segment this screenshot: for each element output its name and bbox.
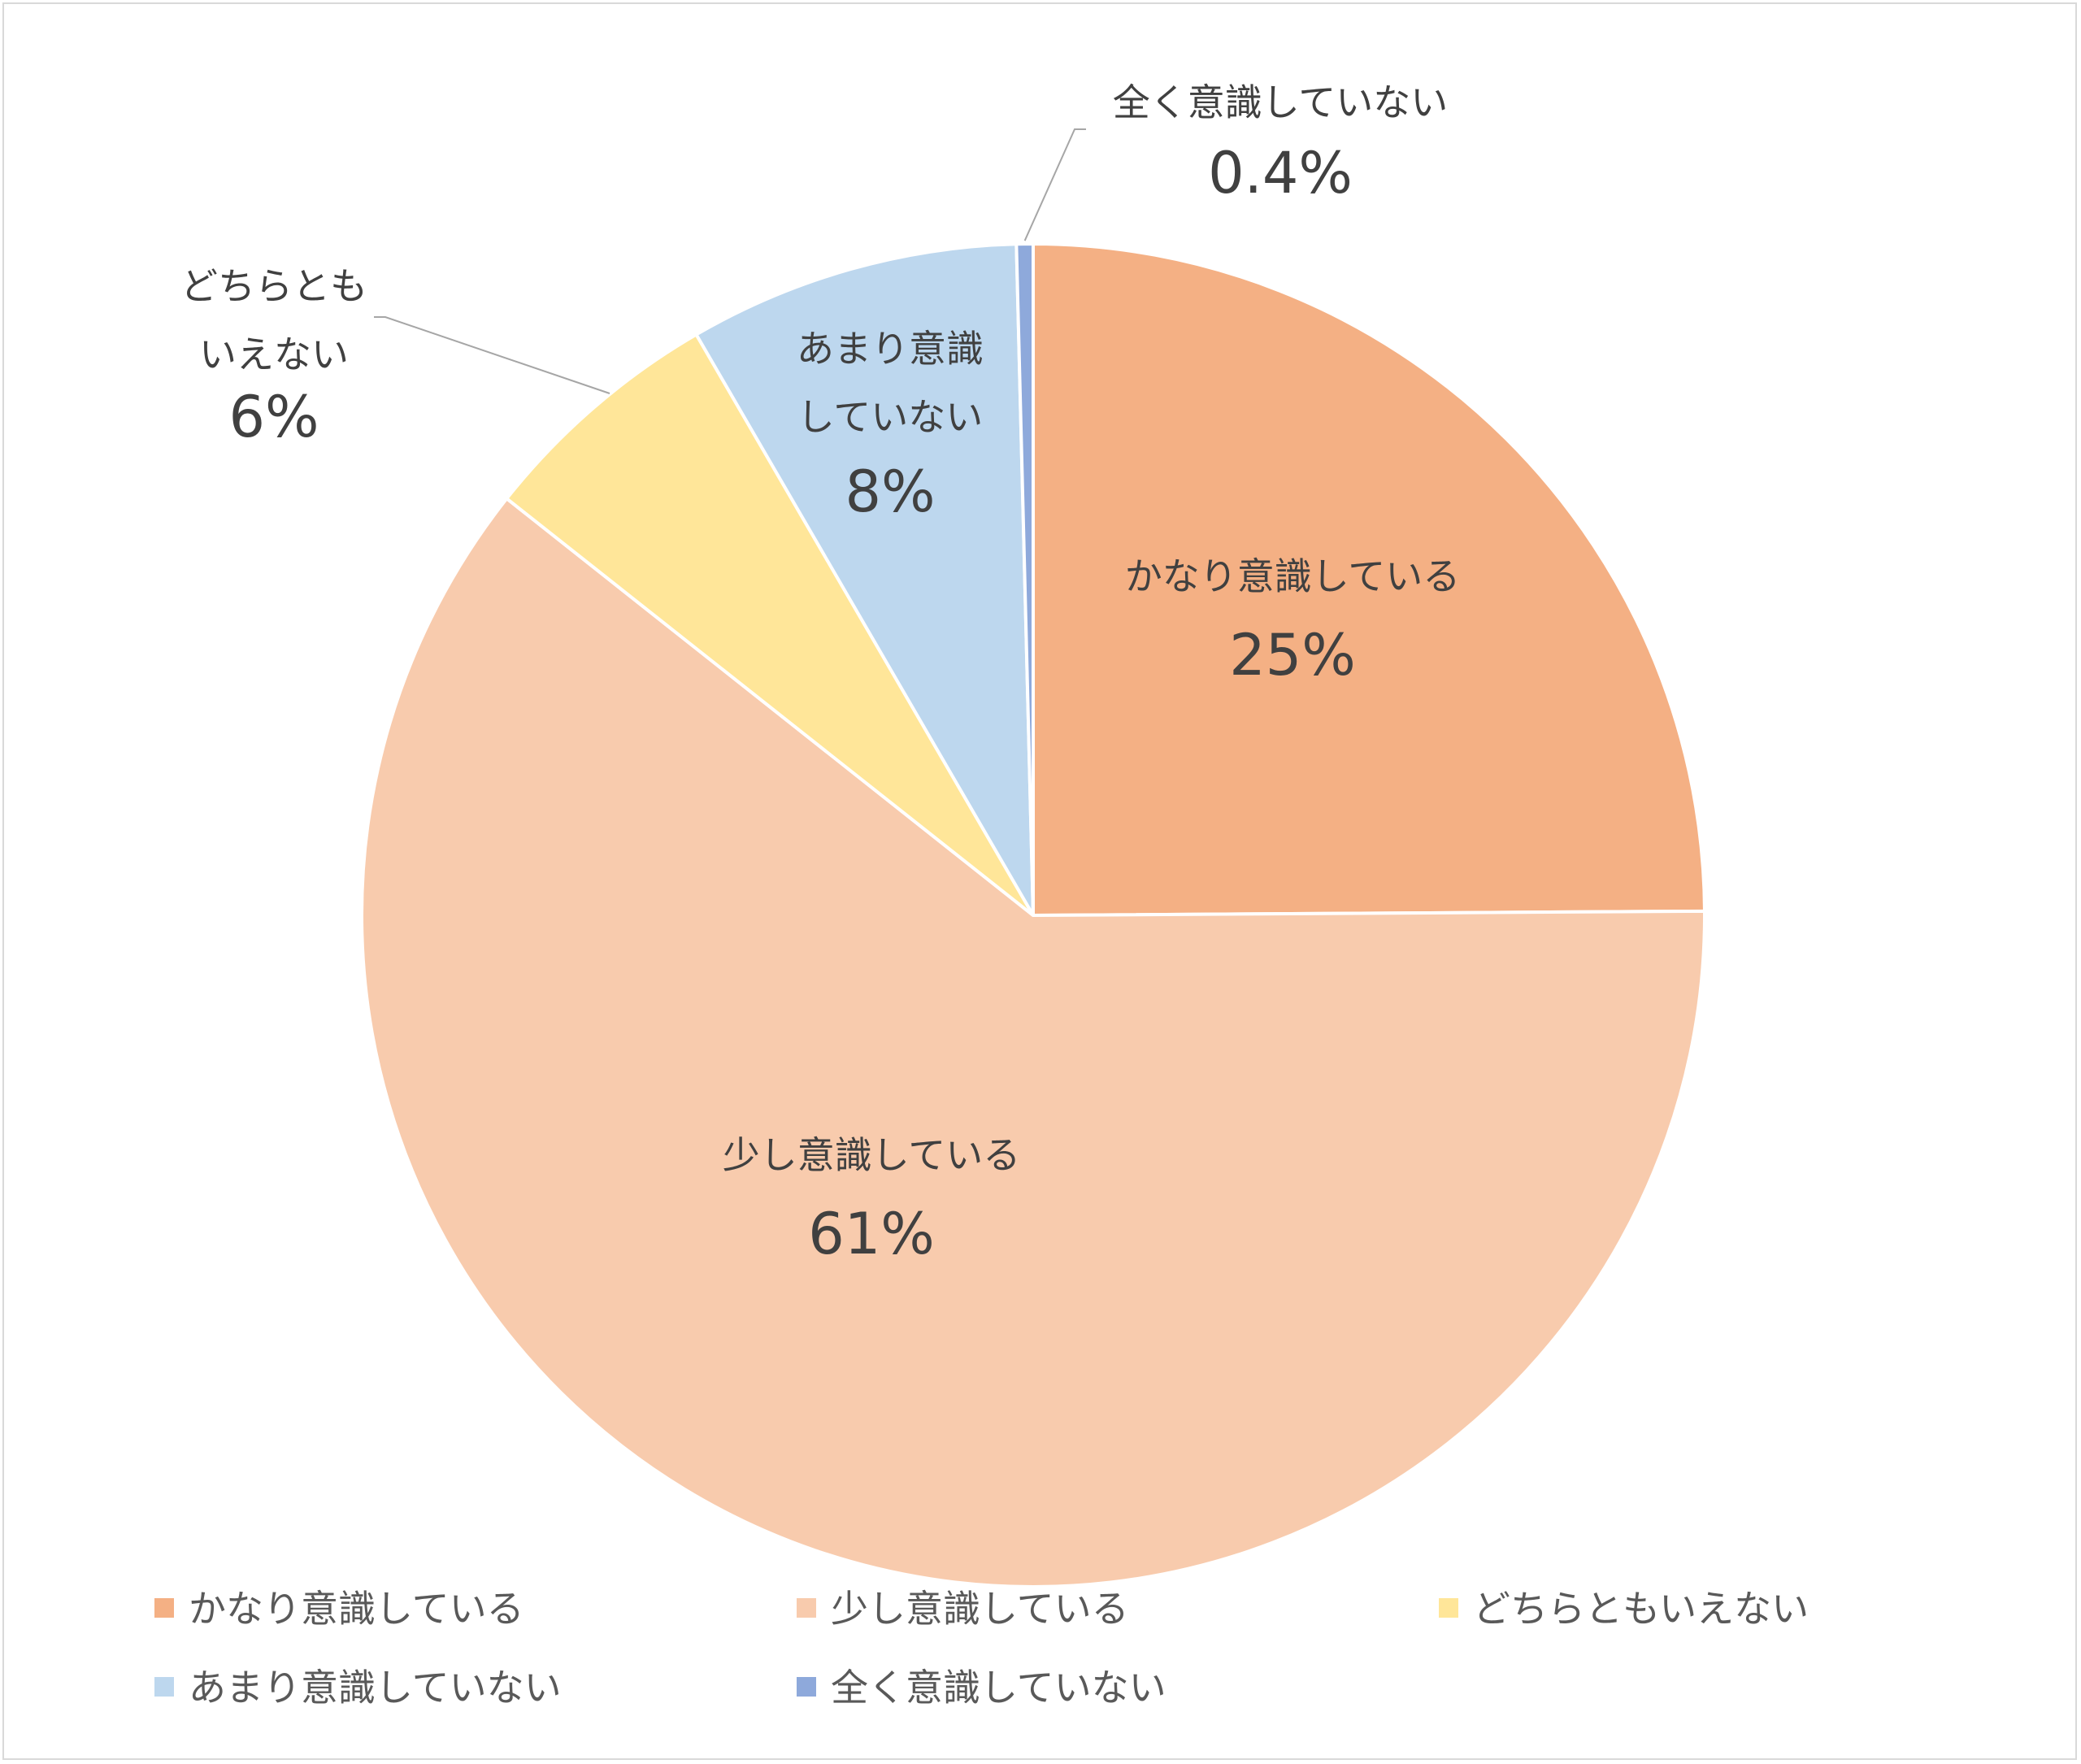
legend-swatch (797, 1677, 816, 1697)
legend-item-2: どちらともいえない (1439, 1587, 1809, 1631)
data-label-category: どちらとも (180, 264, 367, 308)
legend-swatch (1439, 1598, 1458, 1618)
data-label-4: 全く意識していない 0.4% (1113, 80, 1449, 206)
data-label-0: かなり意識している 25% (1125, 554, 1461, 689)
leader-line-2 (374, 316, 610, 394)
data-label-category: かなり意識している (1125, 554, 1461, 598)
legend-item-0: かなり意識している (154, 1587, 524, 1631)
data-label-value: 61% (808, 1201, 935, 1267)
pie-slice-2 (504, 332, 1035, 917)
leader-line-4 (1023, 128, 1086, 241)
legend-swatch (154, 1677, 174, 1697)
legend-item-1: 少し意識している (797, 1587, 1129, 1631)
leader-lines (374, 128, 1086, 394)
data-labels: かなり意識している 25% 少し意識している 61% どちらともいえない 6% あまり意識し… (180, 80, 1460, 1267)
legend-label: あまり意識していない (189, 1666, 562, 1710)
data-label-category: 少し意識している (723, 1133, 1021, 1177)
data-label-1: 少し意識している 61% (723, 1133, 1021, 1267)
data-label-3: あまり意識していない 8% (797, 327, 984, 525)
legend-item-4: 全く意識していない (797, 1666, 1166, 1710)
data-label-value: 25% (1229, 622, 1356, 689)
legend-label: 全く意識していない (831, 1666, 1166, 1710)
data-label-category: していない (797, 395, 984, 439)
legend-label: どちらともいえない (1473, 1587, 1809, 1631)
pie-slice-1 (360, 496, 1706, 1588)
data-label-category: あまり意識 (797, 327, 984, 371)
data-label-2: どちらともいえない 6% (180, 264, 367, 450)
data-label-value: 6% (228, 384, 319, 450)
pie-slice-3 (693, 242, 1035, 917)
pie-slices (360, 241, 1706, 1588)
legend-swatch (797, 1598, 816, 1618)
data-label-category: いえない (199, 332, 349, 376)
legend-label: かなり意識している (189, 1587, 524, 1631)
pie-slice-4 (1014, 241, 1035, 916)
legend-item-3: あまり意識していない (154, 1666, 562, 1710)
data-label-value: 8% (845, 458, 935, 525)
data-label-category: 全く意識していない (1113, 80, 1449, 124)
legend-swatch (154, 1598, 174, 1618)
legend-label: 少し意識している (831, 1587, 1129, 1631)
data-label-value: 0.4% (1208, 140, 1353, 206)
pie-slice-0 (1032, 241, 1706, 918)
